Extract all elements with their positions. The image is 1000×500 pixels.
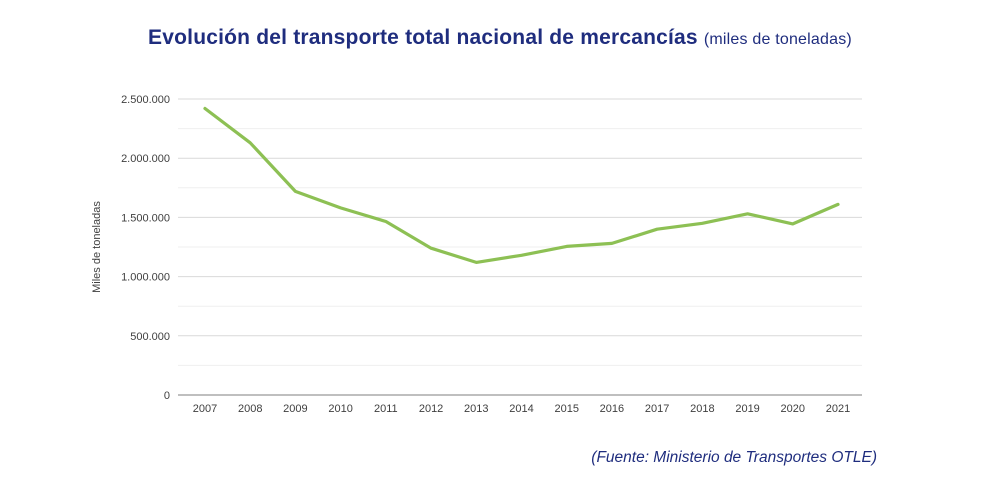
y-tick-label: 2.000.000	[121, 153, 170, 165]
freight-data-line	[203, 106, 840, 264]
y-tick-label: 2.500.000	[121, 94, 170, 106]
x-tick-label: 2018	[690, 403, 714, 415]
x-tick-label: 2013	[464, 403, 488, 415]
x-tick-label: 2012	[419, 403, 443, 415]
x-tick-label: 2016	[600, 403, 624, 415]
y-tick-label: 1.000.000	[121, 272, 170, 284]
x-tick-label: 2009	[283, 403, 307, 415]
x-tick-label: 2019	[735, 403, 759, 415]
x-tick-label: 2007	[193, 403, 217, 415]
x-tick-label: 2010	[328, 403, 352, 415]
x-tick-label: 2020	[781, 403, 805, 415]
x-tick-label: 2017	[645, 403, 669, 415]
chart-title-main: Evolución del transporte total nacional …	[148, 26, 698, 49]
x-tick-label: 2011	[374, 403, 398, 415]
x-tick-label: 2008	[238, 403, 262, 415]
y-tick-label: 1.500.000	[121, 212, 170, 224]
chart-title-units: (miles de toneladas)	[703, 31, 852, 48]
source-note: (Fuente: Ministerio de Transportes OTLE)	[591, 449, 877, 466]
y-tick-label: 500.000	[130, 331, 170, 343]
x-tick-label: 2021	[826, 403, 850, 415]
y-tick-label: 0	[164, 390, 170, 402]
chart-title: Evolución del transporte total nacional …	[0, 26, 1000, 50]
x-tick-label: 2015	[554, 403, 578, 415]
x-tick-label: 2014	[509, 403, 533, 415]
